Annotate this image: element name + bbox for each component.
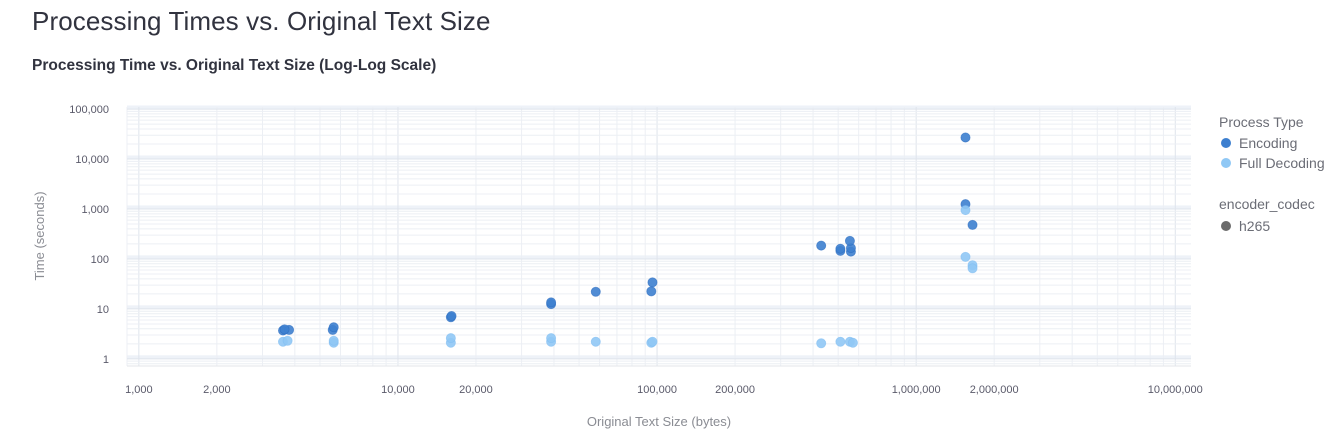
data-point[interactable] — [835, 336, 846, 347]
x-tick-label: 20,000 — [459, 384, 493, 396]
data-point[interactable] — [960, 205, 971, 216]
x-tick-label: 1,000 — [125, 384, 153, 396]
data-point[interactable] — [590, 286, 601, 297]
legend-marker-h265 — [1221, 221, 1231, 231]
y-tick-label: 1 — [103, 354, 109, 366]
data-point[interactable] — [282, 335, 293, 346]
data-point[interactable] — [844, 235, 855, 246]
x-axis-label: Original Text Size (bytes) — [587, 414, 731, 429]
page-title: Processing Times vs. Original Text Size — [32, 6, 491, 36]
plot-area — [127, 105, 1191, 366]
data-point[interactable] — [960, 251, 971, 262]
series-encoding — [277, 132, 978, 336]
legend-label-full-decoding: Full Decoding — [1239, 155, 1325, 171]
legend-label-encoding: Encoding — [1239, 135, 1297, 151]
data-points — [277, 132, 978, 349]
data-point[interactable] — [960, 132, 971, 143]
x-tick-label: 200,000 — [715, 384, 755, 396]
data-point[interactable] — [445, 333, 456, 344]
x-tick-label: 1,000,000 — [892, 384, 941, 396]
legend-marker-encoding — [1221, 138, 1231, 148]
y-tick-label: 10,000 — [75, 154, 109, 166]
x-tick-label: 100,000 — [637, 384, 677, 396]
y-tick-label: 10 — [97, 304, 109, 316]
plot-background — [127, 107, 1191, 366]
data-point[interactable] — [816, 240, 827, 251]
legend-shape-title: encoder_codec — [1219, 196, 1315, 212]
y-axis-label: Time (seconds) — [32, 191, 47, 280]
grid-band — [127, 255, 1191, 259]
x-tick-label: 10,000,000 — [1148, 384, 1203, 396]
x-tick-label: 2,000 — [203, 384, 231, 396]
chart-title: Processing Time vs. Original Text Size (… — [32, 57, 437, 74]
data-point[interactable] — [279, 324, 290, 335]
data-point[interactable] — [816, 338, 827, 349]
gridlines — [126, 107, 1191, 367]
y-tick-label: 100,000 — [69, 104, 109, 116]
y-tick-label: 100 — [91, 254, 109, 266]
grid-band — [127, 155, 1191, 160]
data-point[interactable] — [967, 219, 978, 230]
data-point[interactable] — [328, 335, 339, 346]
data-point[interactable] — [835, 243, 846, 254]
data-point[interactable] — [847, 337, 858, 348]
legend-marker-full-decoding — [1221, 158, 1231, 168]
x-axis-ticks: 1,000 2,000 10,000 20,000 100,000 200,000 1,00… — [125, 384, 1203, 396]
grid-band — [127, 305, 1191, 309]
data-point[interactable] — [546, 333, 557, 344]
legend-color-title: Process Type — [1219, 114, 1304, 130]
series-full-decoding — [277, 205, 978, 349]
data-point[interactable] — [446, 311, 457, 322]
y-tick-label: 1,000 — [81, 204, 109, 216]
data-point[interactable] — [546, 297, 557, 308]
data-point[interactable] — [647, 277, 658, 288]
data-point[interactable] — [328, 322, 339, 333]
legend-label-h265: h265 — [1239, 218, 1270, 234]
x-tick-label: 2,000,000 — [970, 384, 1019, 396]
data-point[interactable] — [647, 336, 658, 347]
grid-band — [127, 355, 1191, 359]
grid-band — [127, 205, 1191, 209]
y-axis-ticks: 1 10 100 1,000 10,000 100,000 — [69, 104, 109, 366]
grid-band — [127, 105, 1191, 110]
x-tick-label: 10,000 — [381, 384, 415, 396]
data-point[interactable] — [967, 263, 978, 274]
data-point[interactable] — [590, 336, 601, 347]
legend[interactable]: Process Type Encoding Full Decoding enco… — [1219, 114, 1325, 234]
data-point[interactable] — [646, 286, 657, 297]
